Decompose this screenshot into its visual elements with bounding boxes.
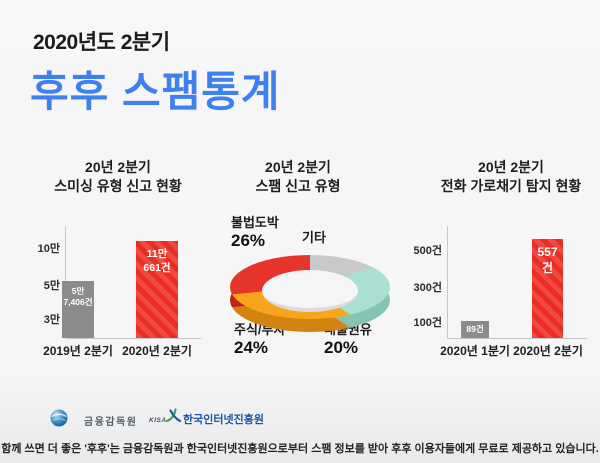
smishing-chart-title: 20년 2분기 스미싱 유형 신고 현황 [18,158,218,196]
kisa-logo-icon [165,408,182,423]
intercept-y-axis [447,226,448,338]
intercept-bar-q2-value: 557건 [537,245,558,275]
spam-chart-title: 20년 2분기 스팸 신고 유형 [198,158,398,196]
fss-logo-text: 금융감독원 [84,417,138,428]
intercept-ytick-100: 100건 [413,317,442,329]
smishing-xlabel-2020: 2020년 2분기 [122,344,192,358]
header-period: 2020년도 2분기 [33,31,170,54]
kisa-logo-text: 한국인터넷진흥원 [183,414,264,426]
intercept-title-line1: 20년 2분기 [478,159,544,175]
slice-stock-pct: 24% [234,337,269,357]
smishing-ytick-5man: 5만 [43,280,60,292]
intercept-ytick-500: 500건 [413,245,442,257]
intercept-x-axis [447,338,587,339]
slice-gambling-name: 불법도박 [231,215,279,230]
smishing-bar-2020-value-line1: 11만 [146,248,168,260]
kisa-logo-small-text: KISA [149,417,167,424]
smishing-chart: 20년 2분기 스미싱 유형 신고 현황 10만 5만 3만 5만 7,406건… [18,150,218,375]
smishing-ytick-3man: 3만 [43,314,60,326]
smishing-x-axis [65,338,201,339]
intercept-xlabel-q1: 2020년 1분기 [440,344,510,358]
intercept-bar-q1: 89건 [461,321,489,338]
donut-chart-3d [230,255,390,332]
slice-etc-name: 기타 [302,230,326,245]
footer-notice: 함께 쓰면 더 좋은 '후후'는 금융감독원과 한국인터넷진흥원으로부터 스팸 … [1,443,599,455]
smishing-title-line1: 20년 2분기 [85,159,151,175]
slice-label-etc: 기타 [302,230,326,246]
page-title: 후후 스팸통계 [30,68,281,115]
donut-hole-inner-shadow [262,291,358,312]
smishing-bar-2020: 11만 661건 [136,241,178,338]
slice-gambling-pct: 26% [231,230,266,250]
fss-logo-icon [50,409,68,427]
donut-hole [262,270,358,312]
smishing-bar-2019-value-line2: 7,406건 [63,297,93,308]
intercept-chart: 20년 2분기 전화 가로채기 탐지 현황 500건 300건 100건 89건… [411,150,600,375]
intercept-chart-title: 20년 2분기 전화 가로채기 탐지 현황 [411,158,600,196]
intercept-title-line2: 전화 가로채기 탐지 현황 [440,178,582,194]
slice-loan-pct: 20% [324,337,359,357]
smishing-bar-2019-value-line1: 5만 [71,286,85,296]
spam-title-line2: 스팸 신고 유형 [255,178,341,194]
smishing-ytick-10man: 10만 [37,243,60,255]
intercept-bar-q2: 557건 [532,239,563,338]
smishing-bar-2020-value-line2: 661건 [143,261,171,274]
smishing-xlabel-2019: 2019년 2분기 [43,344,113,358]
spam-title-line1: 20년 2분기 [265,159,331,175]
smishing-bar-2019: 5만 7,406건 [62,281,94,338]
intercept-ytick-300: 300건 [413,282,442,294]
spam-type-chart: 20년 2분기 스팸 신고 유형 불법도박 26% 기타 주식/투자 24% 대… [198,150,398,375]
slice-label-gambling: 불법도박 26% [231,215,279,250]
intercept-bar-q1-value: 89건 [466,324,484,334]
intercept-xlabel-q2: 2020년 2분기 [513,344,583,358]
smishing-title-line2: 스미싱 유형 신고 현황 [54,178,182,194]
